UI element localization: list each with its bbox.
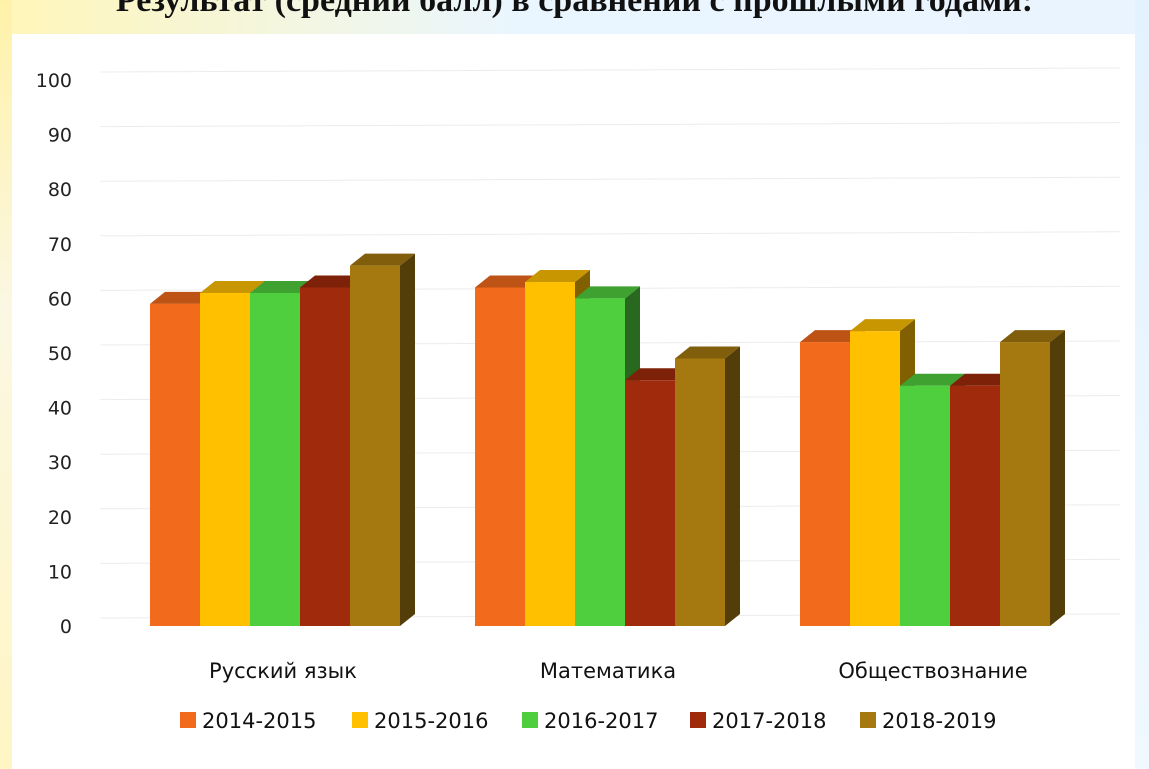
legend-swatch [690,712,706,728]
y-tick-label: 80 [48,179,72,201]
bar-top [575,286,640,299]
right-decor-strip [1135,0,1149,769]
gridline [99,122,1121,128]
x-category-label: Математика [540,659,676,683]
y-tick-label: 90 [48,125,72,147]
chart-title: Результат (средний балл) в сравнении с п… [115,0,1034,19]
bar-top [1000,330,1065,343]
x-category-label: Обществознание [838,659,1027,683]
y-tick-label: 10 [48,561,72,583]
bar-top [800,330,865,343]
bar [800,342,850,626]
bar-top [950,373,1015,386]
title-band [0,0,1149,34]
x-category-label: Русский язык [209,659,357,683]
bar [350,265,400,626]
bar-top [475,275,540,288]
gridline [99,231,1121,237]
bar-top [150,291,215,304]
bar [575,298,625,626]
legend-swatch [352,712,368,728]
y-tick-label: 0 [60,616,72,638]
y-tick-label: 100 [36,70,72,92]
legend-label: 2014-2015 [202,709,316,733]
bar [1000,342,1050,626]
legend-label: 2018-2019 [882,709,996,733]
bar-top [625,368,690,381]
bar [950,385,1000,626]
y-tick-label: 60 [48,288,72,310]
bar [150,303,200,626]
y-tick-label: 40 [48,398,72,420]
bar-side [1050,330,1065,626]
bar [625,380,675,626]
legend-label: 2017-2018 [712,709,826,733]
bar [850,331,900,626]
gridline [99,176,1121,182]
bar [525,282,575,626]
bar [300,287,350,626]
left-decor-strip [0,0,12,769]
y-tick-label: 20 [48,507,72,529]
bar-top [350,253,415,266]
bar [475,287,525,626]
bar [900,385,950,626]
bar-top [900,373,965,386]
bar-side [725,346,740,626]
bar [675,358,725,626]
bar [250,292,300,626]
y-tick-label: 30 [48,452,72,474]
bar-side [400,253,415,626]
bar-top [850,319,915,332]
legend-swatch [860,712,876,728]
legend-label: 2016-2017 [544,709,658,733]
legend-swatch [180,712,196,728]
bar-top [250,280,315,293]
bar-top [525,270,590,283]
bar-top [300,275,365,288]
y-tick-label: 70 [48,234,72,256]
bar-top [675,346,740,359]
bar [200,292,250,626]
gridline [99,67,1121,73]
bar-top [200,280,265,293]
legend-label: 2015-2016 [374,709,488,733]
legend-swatch [522,712,538,728]
y-tick-label: 50 [48,343,72,365]
